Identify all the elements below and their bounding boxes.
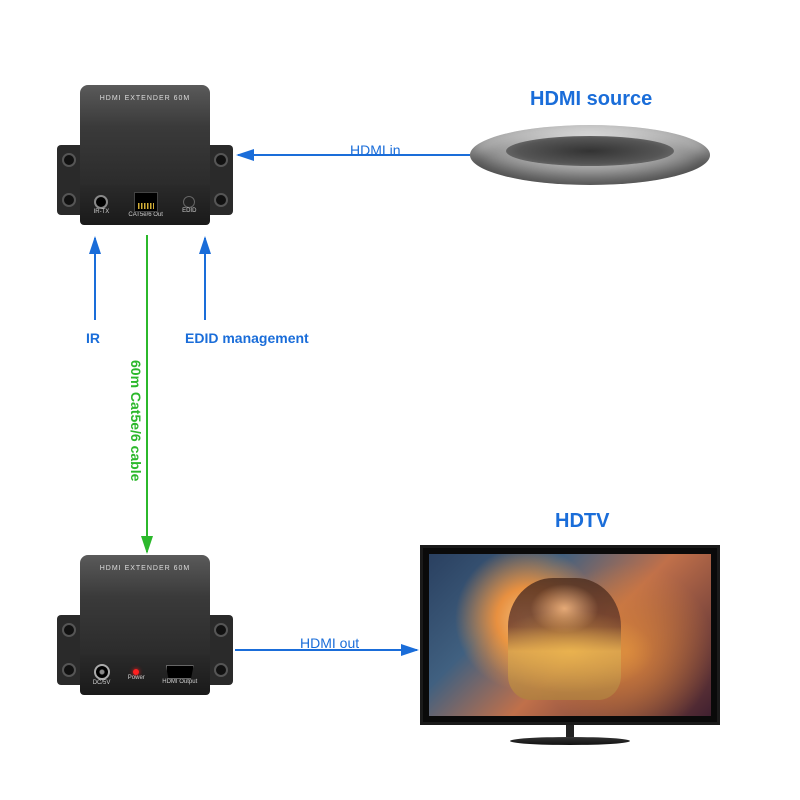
tv-frame [420,545,720,725]
mount-bracket [209,615,233,685]
port-label: Power [128,675,145,681]
hdtv-title-label: HDTV [555,510,609,533]
power-led: Power [128,669,145,681]
port-label: HDMI Output [162,679,197,685]
hdmi-source-device [470,125,710,185]
ir-label: IR [86,330,100,346]
extender-top-label: HDMI EXTENDER 60M [100,565,191,572]
port-label: IR-TX [94,209,110,215]
dc-port: DC/5V [93,664,111,686]
edid-button: EDID [182,196,196,214]
port-label: DC/5V [93,680,111,686]
source-title-label: HDMI source [530,88,652,111]
hdmi-in-label: HDMI in [350,142,401,158]
extender-front-panel: DC/5V Power HDMI Output [80,655,210,695]
tv-base [510,737,630,745]
extender-body: HDMI EXTENDER 60M [80,85,210,190]
extender-front-panel: IR-TX CAT5e/6 Out EDID [80,185,210,225]
port-label: CAT5e/6 Out [128,212,163,218]
tv-screen [429,554,711,716]
hdmi-out-label: HDMI out [300,635,359,651]
rx-extender: HDMI EXTENDER 60M DC/5V Power HDMI Outpu… [55,555,235,705]
hdmi-output-port: HDMI Output [162,665,197,685]
mount-bracket [209,145,233,215]
hdtv-device [420,545,720,745]
extender-top-label: HDMI EXTENDER 60M [100,95,191,102]
cat-out-port: CAT5e/6 Out [128,192,163,218]
mount-bracket [57,145,81,215]
ir-tx-port: IR-TX [94,195,110,215]
port-label: EDID [182,208,196,214]
edid-label: EDID management [185,330,309,346]
extender-body: HDMI EXTENDER 60M [80,555,210,660]
mount-bracket [57,615,81,685]
cable-label: 60m Cat5e/6 cable [128,360,144,481]
tx-extender: HDMI EXTENDER 60M IR-TX CAT5e/6 Out EDID [55,85,235,235]
